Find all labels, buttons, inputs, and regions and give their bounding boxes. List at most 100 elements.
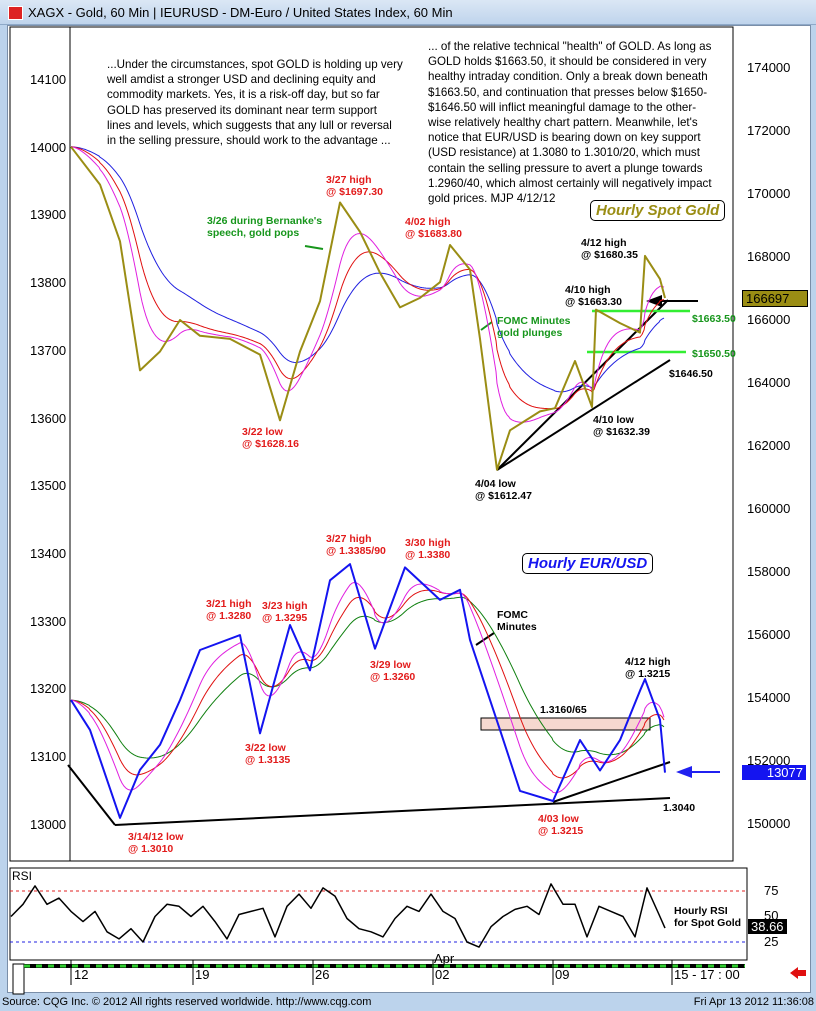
annotation-eur-330-high: 3/30 high @ 1.3380	[405, 537, 451, 561]
annotation-line: @ $1680.35	[581, 249, 638, 261]
right-y-tick: 150000	[747, 816, 791, 831]
annotation-line: 3/27 high	[326, 174, 372, 186]
rsi-label: RSI	[12, 869, 33, 883]
eur-series-title: Hourly EUR/USD	[522, 553, 654, 574]
right-y-tick: 158000	[747, 564, 791, 579]
eur-price-line	[70, 563, 666, 819]
left-y-tick: 13100	[30, 749, 67, 764]
right-y-tick: 172000	[747, 123, 791, 138]
eur-ma-mid	[70, 589, 665, 779]
annotation-gold-327-high: 3/27 high @ $1697.30	[326, 174, 383, 198]
footer: Source: CQG Inc. © 2012 All rights reser…	[0, 994, 816, 1011]
annotation-eur-zone: 1.3160/65	[540, 704, 587, 716]
annotation-level-164650: $1646.50	[669, 368, 713, 380]
left-y-tick: 13000	[30, 816, 67, 832]
eur-trendline-rising	[552, 761, 671, 803]
annotation-line: @ $1628.16	[242, 438, 299, 450]
left-y-tick: 13400	[30, 545, 67, 561]
right-y-tick: 164000	[747, 375, 791, 390]
annotation-gold-412-high: 4/12 high @ $1680.35	[581, 237, 638, 261]
commentary-line: (USD resistance) at 1.3080 to 1.3010/20,…	[428, 146, 700, 160]
commentary-line: in the selling pressure, should work to …	[107, 134, 391, 148]
fomc-gold-pointer	[480, 321, 493, 331]
annotation-line: 3/21 high	[206, 598, 252, 610]
annotation-gold-322-low: 3/22 low @ $1628.16	[242, 426, 299, 450]
annotation-line: @ 1.3385/90	[326, 545, 386, 557]
eur-arrow-icon	[676, 766, 692, 778]
app-icon	[8, 6, 23, 20]
commentary-line: $1646.50 will inflict meaningful damage …	[428, 100, 697, 114]
annotation-eur-327-high: 3/27 high @ 1.3385/90	[326, 533, 386, 557]
annotation-eur-323-high: 3/23 high @ 1.3295	[262, 600, 308, 624]
rsi-note: Hourly RSI for Spot Gold	[674, 905, 741, 929]
x-tick-label: 12	[74, 967, 89, 982]
annotation-line: 4/12 high	[625, 656, 671, 668]
commentary-line: $1663.50, and continuation that presses …	[428, 85, 708, 99]
annotation-line: @ $1632.39	[593, 426, 650, 438]
eur-last-value: 13077	[742, 765, 806, 780]
commentary-line: GOLD holds $1663.50, it should be consid…	[428, 55, 707, 69]
annotation-line: speech, gold pops	[207, 227, 300, 239]
annotation-gold-410-low: 4/10 low @ $1632.39	[593, 414, 650, 438]
x-tick-label: 09	[555, 967, 570, 982]
main-panel-border	[9, 26, 734, 862]
gold-series-title: Hourly Spot Gold	[590, 200, 726, 221]
annotation-eur-314-low: 3/14/12 low @ 1.3010	[128, 831, 183, 855]
chart-frame	[7, 25, 811, 993]
commentary-line: lines and levels, which suggests that an…	[107, 118, 392, 132]
annotation-eur-321-high: 3/21 high @ 1.3280	[206, 598, 252, 622]
annotation-line: Minutes	[497, 621, 537, 633]
annotation-eur-403-low: 4/03 low @ 1.3215	[538, 813, 583, 837]
annotation-line: @ 1.3215	[538, 825, 584, 837]
commentary-line: healthy intraday condition. Only a break…	[428, 70, 708, 84]
annotation-line: 3/29 low	[370, 659, 411, 671]
annotation-line: @ 1.3215	[625, 668, 671, 680]
annotation-line: 4/02 high	[405, 216, 451, 228]
commentary-left: ...Under the circumstances, spot GOLD is…	[107, 57, 403, 148]
x-month-label: Apr	[434, 951, 455, 966]
annotation-line: @ $1697.30	[326, 186, 383, 198]
gold-last-value: 166697	[742, 290, 808, 307]
annotation-line: @ 1.3380	[405, 549, 451, 561]
annotation-level-166350: $1663.50	[692, 313, 736, 325]
commentary-right: ... of the relative technical "health" o…	[428, 39, 712, 206]
annotation-line: 4/04 low	[475, 478, 516, 490]
commentary-line: wise relatively healthy chart pattern. M…	[428, 116, 698, 130]
commentary-line: commodity markets. Yes, it is a risk-off…	[107, 88, 380, 102]
eur-trendline-left	[67, 764, 116, 826]
commentary-line: well amdist a stronger USD and declining…	[107, 73, 376, 87]
annotation-line: 3/23 high	[262, 600, 308, 612]
commentary-line: contain the selling pressure to avert a …	[428, 161, 703, 175]
commentary-line: ... of the relative technical "health" o…	[428, 40, 712, 53]
rsi-tick-75: 75	[764, 883, 779, 898]
left-y-tick: 13600	[30, 410, 67, 426]
annotation-bernanke: 3/26 during Bernanke's speech, gold pops	[207, 215, 322, 239]
gold-ma-slow	[70, 146, 665, 393]
annotation-line: 3/14/12 low	[128, 831, 184, 843]
annotation-eur-fomc: FOMC Minutes	[497, 609, 537, 633]
right-y-tick: 156000	[747, 627, 791, 642]
commentary-line: GOLD has preserved its dominant near ter…	[107, 103, 378, 117]
commentary-line: notice that EUR/USD is bearing down on k…	[428, 131, 701, 145]
rsi-tick-25: 25	[764, 934, 779, 949]
title-bar: XAGX - Gold, 60 Min | IEURUSD - DM-Euro …	[0, 0, 816, 25]
commentary-line: 1.2960/40, which almost certainly will n…	[428, 176, 712, 190]
annotation-line: 4/03 low	[538, 813, 579, 825]
x-tick-label: 26	[315, 967, 330, 982]
rsi-last-value: 38.66	[748, 919, 787, 934]
scrollbar-thumb[interactable]	[12, 963, 25, 995]
rsi-panel-border	[9, 867, 748, 961]
eur-ma-fast	[70, 582, 665, 794]
right-y-tick: 174000	[747, 60, 791, 75]
eur-trendline-base	[114, 797, 671, 826]
timestamp: Fri Apr 13 2012 11:36:08	[693, 996, 814, 1008]
left-y-tick: 13900	[30, 207, 67, 223]
gold-price-line	[70, 146, 666, 471]
scroll-right-arrow-icon[interactable]	[790, 967, 806, 979]
annotation-line: Hourly RSI	[674, 905, 728, 917]
annotation-gold-410-high: 4/10 high @ $1663.30	[565, 284, 622, 308]
left-y-tick: 13500	[30, 478, 67, 494]
right-y-tick: 170000	[747, 186, 791, 201]
annotation-line: @ $1663.30	[565, 296, 622, 308]
